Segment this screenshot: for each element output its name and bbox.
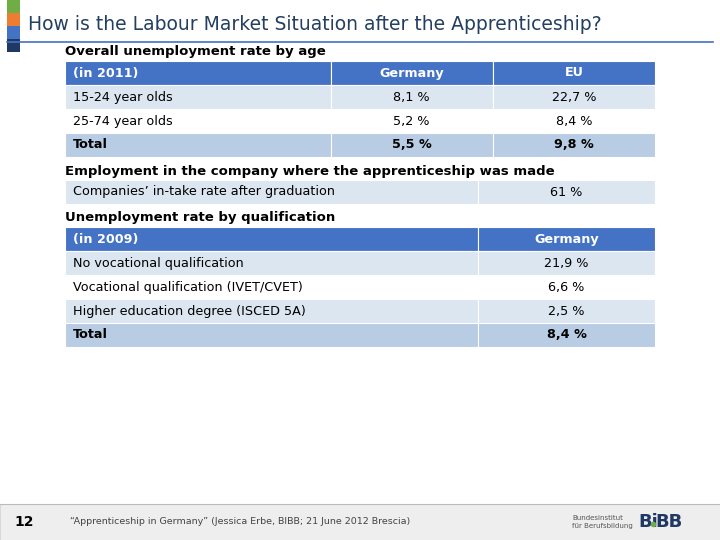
Text: 9,8 %: 9,8 % [554,138,594,152]
Text: 2,5 %: 2,5 % [548,305,585,318]
Text: für Berufsbildung: für Berufsbildung [572,523,633,529]
Text: EU: EU [564,66,583,79]
Text: 8,4 %: 8,4 % [546,328,586,341]
FancyBboxPatch shape [7,0,20,13]
Text: Total: Total [73,328,108,341]
FancyBboxPatch shape [65,85,330,109]
FancyBboxPatch shape [65,251,478,275]
Text: Germany: Germany [379,66,444,79]
Text: No vocational qualification: No vocational qualification [73,256,244,269]
Text: BB: BB [655,513,683,531]
Text: Companies’ in-take rate after graduation: Companies’ in-take rate after graduation [73,186,335,199]
FancyBboxPatch shape [478,299,655,323]
Text: (in 2009): (in 2009) [73,233,138,246]
Text: Unemployment rate by qualification: Unemployment rate by qualification [65,212,336,225]
FancyBboxPatch shape [7,39,20,52]
Text: 61 %: 61 % [550,186,582,199]
Text: How is the Labour Market Situation after the Apprenticeship?: How is the Labour Market Situation after… [28,15,602,33]
FancyBboxPatch shape [330,133,492,157]
Text: 5,2 %: 5,2 % [393,114,430,127]
Text: 8,1 %: 8,1 % [393,91,430,104]
FancyBboxPatch shape [478,180,655,204]
FancyBboxPatch shape [7,26,20,39]
FancyBboxPatch shape [330,109,492,133]
FancyBboxPatch shape [478,251,655,275]
FancyBboxPatch shape [65,61,330,85]
FancyBboxPatch shape [478,323,655,347]
FancyBboxPatch shape [492,109,655,133]
FancyBboxPatch shape [7,26,20,39]
Text: Employment in the company where the apprenticeship was made: Employment in the company where the appr… [65,165,554,178]
Text: 5,5 %: 5,5 % [392,138,431,152]
FancyBboxPatch shape [65,133,330,157]
Text: 8,4 %: 8,4 % [556,114,592,127]
FancyBboxPatch shape [7,13,20,26]
Text: 6,6 %: 6,6 % [549,280,585,294]
FancyBboxPatch shape [7,0,20,13]
Text: 12: 12 [14,515,34,529]
Text: (in 2011): (in 2011) [73,66,138,79]
Text: 15-24 year olds: 15-24 year olds [73,91,173,104]
FancyBboxPatch shape [7,13,20,26]
Text: Bundesinstitut: Bundesinstitut [572,515,623,521]
FancyBboxPatch shape [65,299,478,323]
FancyBboxPatch shape [65,180,478,204]
Text: 22,7 %: 22,7 % [552,91,596,104]
FancyBboxPatch shape [330,85,492,109]
FancyBboxPatch shape [65,275,478,299]
FancyBboxPatch shape [65,323,478,347]
FancyBboxPatch shape [478,227,655,251]
Text: Germany: Germany [534,233,599,246]
FancyBboxPatch shape [65,227,478,251]
Text: Overall unemployment rate by age: Overall unemployment rate by age [65,45,325,58]
FancyBboxPatch shape [0,504,720,540]
FancyBboxPatch shape [65,109,330,133]
FancyBboxPatch shape [478,275,655,299]
Text: Vocational qualification (IVET/CVET): Vocational qualification (IVET/CVET) [73,280,302,294]
FancyBboxPatch shape [492,133,655,157]
FancyBboxPatch shape [330,61,492,85]
Text: Total: Total [73,138,108,152]
FancyBboxPatch shape [7,26,20,39]
Text: Higher education degree (ISCED 5A): Higher education degree (ISCED 5A) [73,305,306,318]
Text: Bi: Bi [638,513,658,531]
Text: 21,9 %: 21,9 % [544,256,589,269]
FancyBboxPatch shape [492,85,655,109]
Text: “Apprenticeship in Germany” (Jessica Erbe, BIBB; 21 June 2012 Brescia): “Apprenticeship in Germany” (Jessica Erb… [70,517,410,526]
FancyBboxPatch shape [492,61,655,85]
Text: 25-74 year olds: 25-74 year olds [73,114,173,127]
